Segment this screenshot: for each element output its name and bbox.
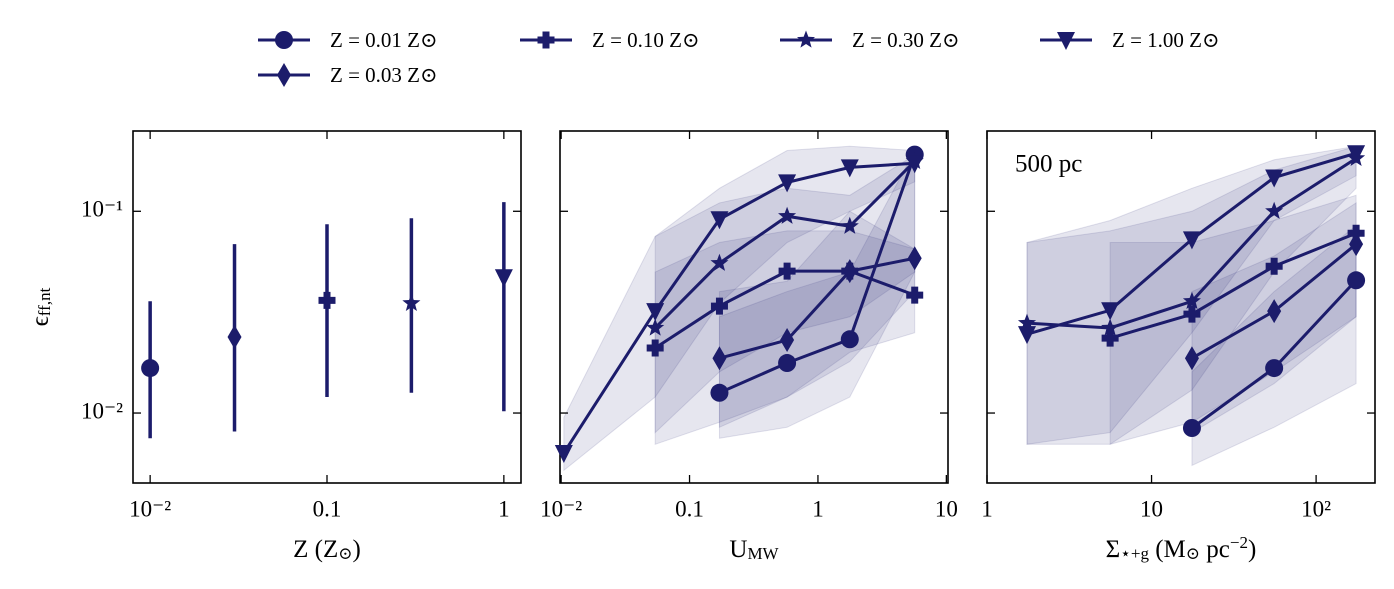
point: [402, 293, 421, 311]
point: [1182, 418, 1201, 437]
legend-marker: [1057, 32, 1075, 50]
series-line: [719, 256, 916, 360]
point: [1265, 169, 1284, 188]
x-tick-label: 1: [812, 496, 824, 521]
axis-title-part: Z (Z: [293, 536, 338, 563]
point: [646, 339, 664, 357]
point: [141, 359, 160, 378]
point: [710, 253, 729, 271]
point: [1182, 291, 1201, 309]
point: [780, 328, 795, 353]
axis-title-part: Σ: [1106, 536, 1121, 563]
axis-title-part: U: [729, 536, 747, 563]
point: [494, 269, 513, 288]
point: [1347, 145, 1366, 164]
point: [318, 291, 336, 309]
axis-title: Z (Z⊙): [293, 536, 361, 563]
point: [710, 383, 729, 402]
legend-label: Z = 0.03 Z⊙: [330, 63, 438, 87]
point: [778, 174, 797, 193]
point: [778, 354, 797, 373]
axis-title-part: ϵ: [27, 316, 54, 326]
point: [710, 211, 729, 230]
x-tick-label: 0.1: [313, 496, 342, 521]
point: [554, 444, 573, 463]
point: [840, 330, 859, 349]
band: [563, 145, 916, 472]
legend-marker: [275, 31, 293, 49]
point: [1347, 271, 1366, 290]
legend-marker: [537, 31, 555, 49]
point: [1347, 224, 1365, 242]
point: [1265, 359, 1284, 378]
x-tick-label: 0.1: [675, 496, 704, 521]
legend-label: Z = 0.30 Z⊙: [852, 28, 960, 52]
axis-title-part: ⋆+g: [1120, 544, 1149, 563]
point: [907, 246, 922, 271]
point: [778, 262, 796, 280]
axis-title-part: ⊙: [1186, 544, 1200, 563]
x-tick-label: 10⁻²: [540, 496, 582, 521]
point: [227, 325, 242, 350]
axes-frame: [986, 130, 1376, 484]
x-tick-label: 1: [981, 496, 993, 521]
point: [1265, 201, 1284, 219]
legend-label: Z = 1.00 Z⊙: [1112, 28, 1220, 52]
point: [712, 346, 727, 371]
axis-title-part: MW: [747, 544, 779, 563]
x-tick-label: 1: [498, 496, 510, 521]
axes-frame: [559, 130, 949, 484]
point: [840, 159, 859, 178]
point: [1182, 231, 1201, 250]
axis-title: ϵff,nt: [27, 287, 54, 326]
legend-marker: [277, 63, 291, 87]
x-tick-label: 10⁻²: [129, 496, 171, 521]
axis-title: UMW: [729, 536, 779, 563]
point: [1017, 313, 1037, 331]
axis-title: Σ⋆+g (M⊙ pc−2): [1106, 533, 1257, 563]
band: [1191, 224, 1357, 467]
axis-title-part: pc: [1200, 536, 1230, 563]
point: [1017, 326, 1036, 345]
axis-title-part: ⊙: [338, 544, 352, 563]
series-line: [562, 161, 915, 454]
point: [778, 206, 797, 224]
x-tick-label: 10: [935, 496, 958, 521]
point: [840, 216, 859, 234]
point: [1265, 257, 1283, 275]
point: [1183, 305, 1201, 323]
legend-label: Z = 0.01 Z⊙: [330, 28, 438, 52]
axis-title-part: ): [353, 536, 361, 563]
point: [1267, 299, 1282, 324]
point: [1101, 318, 1120, 336]
point: [1101, 329, 1119, 347]
point: [906, 286, 924, 304]
annotation: 500 pc: [1015, 151, 1082, 178]
point: [1101, 302, 1120, 321]
legend-marker: [796, 30, 816, 48]
y-tick-label: 10⁻¹: [81, 197, 123, 222]
y-tick-label: 10⁻²: [81, 398, 123, 423]
series-line: [718, 154, 917, 395]
point: [710, 297, 728, 315]
x-tick-label: 10²: [1301, 496, 1331, 521]
legend-label: Z = 0.10 Z⊙: [592, 28, 700, 52]
point: [646, 318, 665, 336]
point: [646, 303, 665, 322]
axis-title-part: ff,nt: [35, 287, 54, 316]
x-tick-label: 10: [1140, 496, 1163, 521]
series-line: [1109, 231, 1357, 340]
point: [1184, 346, 1199, 371]
axis-title-part: −2: [1230, 533, 1248, 552]
axis-title-part: ): [1248, 536, 1256, 563]
point: [905, 155, 924, 174]
axes-frame: [132, 130, 522, 484]
point: [841, 262, 859, 280]
band: [718, 150, 916, 439]
axis-title-part: (M: [1149, 536, 1186, 563]
